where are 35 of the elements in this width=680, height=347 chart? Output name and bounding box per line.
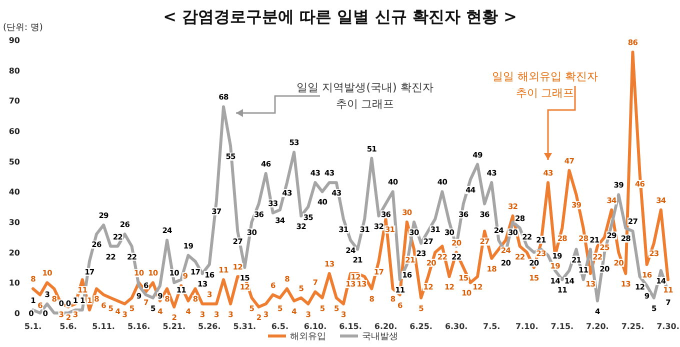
y-tick-label: 0 <box>14 309 20 318</box>
x-tick-label: 6.30. <box>444 322 468 331</box>
x-tick-label: 6.10. <box>304 322 327 331</box>
legend-label: 해외유입 <box>290 332 326 342</box>
x-tick-label: 6.25. <box>410 322 432 331</box>
x-tick-label: 7.15. <box>550 322 574 331</box>
x-tick-label: 5.6. <box>60 322 77 331</box>
x-tick-label: 6.20. <box>374 322 398 331</box>
y-tick-label: 10 <box>8 278 20 288</box>
x-tick-label: 6.15. <box>339 322 362 331</box>
x-tick-label: 6.5. <box>271 322 289 331</box>
y-tick-label: 90 <box>8 36 20 45</box>
x-tick-label: 5.1. <box>24 322 42 331</box>
chart-title: < 감염경로구분에 따른 일별 신규 확진자 현황 > <box>163 7 517 26</box>
x-tick-label: 5.31. <box>233 322 256 331</box>
y-tick-label: 80 <box>8 66 20 76</box>
x-tick-label: 5.21. <box>162 322 186 331</box>
x-tick-label: 7.30. <box>656 322 680 331</box>
x-tick-label: 7.5. <box>483 322 500 331</box>
annotation: 일일 지역발생(국내) 확진자 추이 그래프 <box>296 81 434 110</box>
y-axis-title: (단위: 명) <box>3 23 43 33</box>
y-tick-label: 30 <box>8 218 20 227</box>
y-tick-label: 70 <box>8 96 20 106</box>
x-tick-label: 5.11. <box>92 322 115 331</box>
y-tick-label: 60 <box>8 127 20 136</box>
legend-label: 국내발생 <box>362 332 398 342</box>
y-tick-label: 40 <box>8 188 20 197</box>
x-tick-label: 7.20. <box>586 322 609 331</box>
x-tick-label: 7.10. <box>516 322 538 331</box>
y-tick-label: 50 <box>8 157 20 166</box>
y-tick-label: 20 <box>8 248 20 258</box>
x-tick-label: 5.16. <box>127 322 150 331</box>
x-tick-label: 5.26. <box>198 322 221 331</box>
annotation: 일일 해외유입 확진자 추이 그래프 <box>492 70 598 100</box>
x-tick-label: 7.25. <box>621 322 644 331</box>
